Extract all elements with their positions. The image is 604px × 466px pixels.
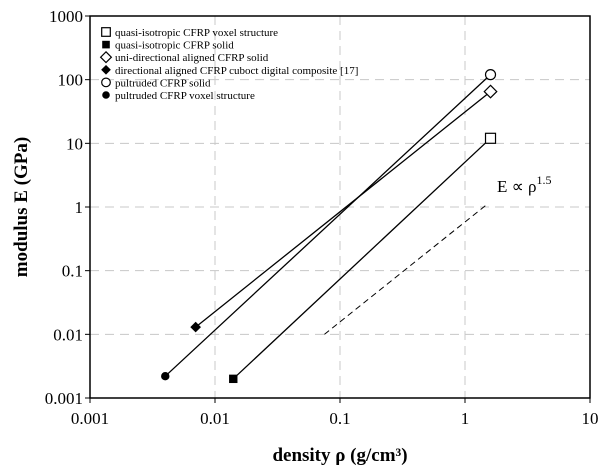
- x-tick-label: 0.1: [329, 409, 350, 428]
- data-point: [484, 69, 497, 81]
- legend-label: quasi-isotropic CFRP solid: [115, 40, 234, 52]
- series-line: [232, 137, 491, 380]
- legend-label: uni-directional aligned CFRP solid: [115, 52, 269, 64]
- x-tick-label: 0.01: [200, 409, 230, 428]
- y-tick-label: 0.1: [62, 262, 83, 281]
- y-tick-label: 0.001: [45, 389, 83, 408]
- reference-line: [324, 203, 488, 335]
- x-tick-label: 0.001: [71, 409, 109, 428]
- y-tick-label: 100: [58, 71, 84, 90]
- legend-marker: [101, 77, 111, 88]
- legend-label: directional aligned CFRP cuboct digital …: [115, 65, 358, 77]
- y-tick-label: 0.01: [53, 325, 83, 344]
- y-axis-title: modulus E (GPa): [11, 137, 32, 277]
- x-tick-labels: 0.001 0.01 0.1 1 10: [71, 409, 599, 428]
- y-tick-label: 1: [75, 198, 84, 217]
- series-line: [195, 91, 491, 328]
- legend-marker: [101, 64, 111, 75]
- reference-line-label-base: E ∝ ρ: [497, 177, 537, 196]
- data-point: [161, 371, 170, 381]
- legend-marker: [99, 50, 113, 64]
- series-line: [164, 74, 491, 377]
- data-markers: [161, 69, 498, 384]
- x-axis-title: density ρ (g/cm³): [272, 445, 407, 466]
- legend-marker: [101, 27, 111, 37]
- y-tick-labels: 0.001 0.01 0.1 1 10 100 1000: [45, 7, 83, 408]
- grid: [90, 16, 590, 398]
- y-tick-label: 1000: [49, 7, 83, 26]
- legend-label: quasi-isotropic CFRP voxel structure: [115, 27, 278, 39]
- legend: quasi-isotropic CFRP voxel structurequas…: [99, 27, 358, 102]
- data-point: [483, 84, 498, 99]
- axis-ticks: [85, 15, 591, 403]
- reference-line-label: E ∝ ρ1.5: [497, 173, 552, 196]
- legend-label: pultruded CFRP voxel structure: [115, 90, 255, 102]
- legend-marker: [102, 40, 110, 49]
- y-tick-label: 10: [66, 134, 83, 153]
- data-point: [229, 374, 238, 384]
- x-tick-label: 1: [461, 409, 470, 428]
- reference-dashed-line: [324, 203, 488, 335]
- reference-line-label-exponent: 1.5: [537, 173, 552, 187]
- data-point: [190, 321, 201, 333]
- legend-label: pultruded CFRP solid: [115, 77, 211, 89]
- x-tick-label: 10: [582, 409, 599, 428]
- series-lines: [164, 74, 491, 380]
- legend-marker: [102, 91, 110, 99]
- data-point: [484, 132, 497, 144]
